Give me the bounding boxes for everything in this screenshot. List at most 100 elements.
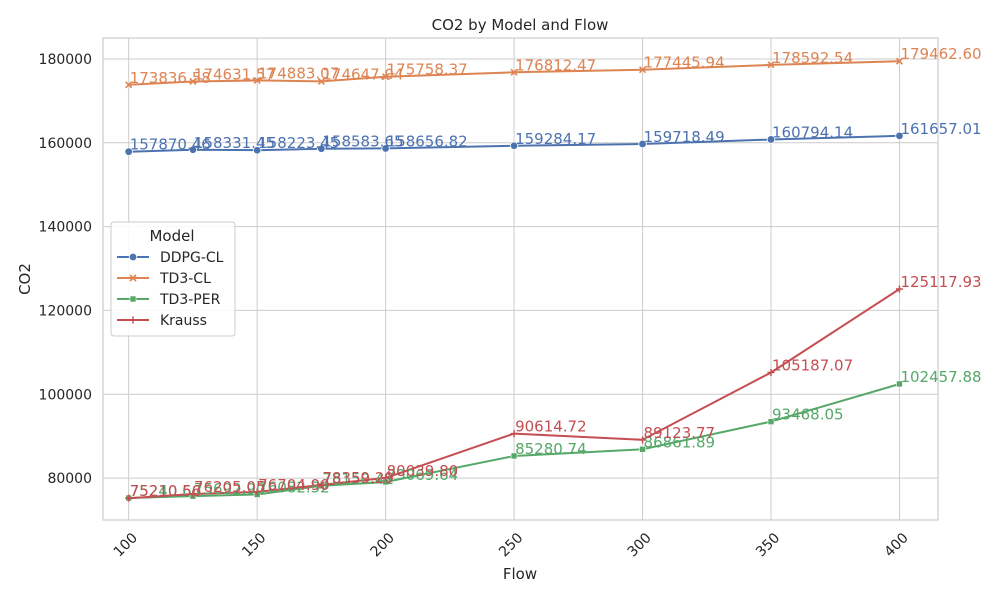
data-labels: 157870.46158331.45158223.45158583.651586…	[130, 45, 982, 500]
y-tick-label: 80000	[47, 471, 92, 487]
point-td3-cl	[767, 61, 775, 69]
data-label-td3-per: 76082.52	[258, 479, 330, 497]
data-label-ddpg-cl: 161657.01	[900, 120, 981, 138]
point-ddpg-cl	[509, 141, 519, 150]
point-krauss	[510, 430, 518, 438]
point-krauss	[317, 481, 325, 489]
point-td3-cl	[189, 77, 197, 86]
legend-marker-td3-per	[129, 295, 137, 303]
data-label-td3-per: 93468.05	[772, 406, 844, 424]
data-label-td3-cl: 176812.47	[515, 56, 596, 74]
x-tick-labels: 100 150 200 250 300 350 400	[111, 530, 912, 560]
point-td3-cl	[895, 57, 904, 65]
data-label-krauss: 75210.56	[130, 482, 202, 500]
data-label-td3-per: 102457.88	[900, 368, 981, 386]
point-td3-cl	[125, 81, 133, 89]
point-td3-cl	[382, 73, 390, 81]
data-label-ddpg-cl: 158583.65	[322, 133, 403, 151]
point-ddpg-cl	[317, 144, 326, 153]
data-label-ddpg-cl: 157870.46	[130, 136, 211, 154]
data-label-td3-cl: 174883.07	[258, 64, 339, 82]
data-label-td3-per: 85280.74	[515, 440, 587, 458]
x-tick-label: 350	[753, 530, 783, 560]
plot-frame	[102, 37, 939, 521]
point-td3-per	[767, 418, 775, 425]
data-label-td3-cl: 175758.37	[387, 61, 468, 79]
data-label-td3-per: 75240.60	[130, 482, 202, 500]
legend-label-td3-per: TD3-PER	[159, 292, 221, 308]
data-label-krauss: 80039.80	[387, 462, 459, 480]
grid	[103, 38, 938, 520]
point-krauss	[125, 494, 133, 502]
data-label-ddpg-cl: 159718.49	[644, 128, 725, 146]
point-krauss	[895, 285, 903, 293]
data-label-td3-cl: 177445.94	[644, 54, 725, 72]
y-axis-label: CO2	[16, 263, 34, 295]
point-ddpg-cl	[638, 139, 647, 149]
data-label-td3-per: 78150.41	[322, 470, 394, 488]
data-label-td3-per: 86861.89	[644, 433, 716, 451]
point-krauss	[767, 369, 775, 377]
data-label-td3-cl: 178592.54	[772, 49, 853, 67]
point-ddpg-cl	[124, 147, 133, 156]
x-axis-label: Flow	[503, 565, 537, 583]
point-td3-per	[510, 452, 518, 460]
data-label-td3-cl: 179462.60	[900, 45, 981, 63]
y-tick-label: 180000	[39, 52, 92, 68]
point-krauss	[189, 490, 197, 498]
x-tick-label: 200	[368, 530, 398, 560]
legend-marker-ddpg-cl	[128, 252, 138, 262]
chart-title: CO2 by Model and Flow	[432, 16, 609, 34]
legend-title: Model	[149, 227, 194, 245]
y-tick-label: 140000	[39, 220, 92, 236]
data-label-td3-cl: 173836.58	[130, 69, 211, 87]
point-krauss	[253, 488, 261, 496]
data-label-krauss: 105187.07	[772, 357, 853, 375]
point-td3-cl	[253, 76, 261, 84]
data-label-krauss: 76704.90	[258, 476, 330, 494]
y-tick-labels: 80000 100000 120000 140000 160000 180000	[39, 52, 92, 487]
y-tick-label: 120000	[39, 303, 92, 319]
point-krauss	[382, 474, 390, 482]
point-ddpg-cl	[895, 131, 904, 141]
data-label-krauss: 89123.77	[644, 424, 716, 442]
point-td3-per	[896, 380, 903, 388]
data-label-ddpg-cl: 158656.82	[387, 132, 468, 150]
data-label-ddpg-cl: 159284.17	[515, 130, 596, 148]
data-label-krauss: 125117.93	[900, 273, 981, 291]
data-label-ddpg-cl: 160794.14	[772, 123, 853, 141]
point-td3-cl	[317, 77, 325, 85]
y-tick-label: 160000	[39, 136, 92, 152]
legend-label-ddpg-cl: DDPG-CL	[160, 250, 224, 266]
legend-marker-td3-cl	[129, 274, 137, 282]
data-label-krauss: 78359.29	[322, 469, 394, 487]
legend-box	[110, 221, 236, 337]
data-label-td3-cl: 174647.04	[322, 65, 403, 83]
data-label-ddpg-cl: 158223.45	[258, 134, 339, 152]
x-tick-label: 150	[239, 530, 269, 560]
x-tick-label: 300	[625, 530, 655, 560]
legend: Model DDPG-CL TD3-CL TD3-PER Krauss	[110, 221, 236, 337]
data-label-krauss: 90614.72	[515, 418, 587, 436]
data-label-td3-per: 75692.90	[194, 480, 266, 498]
series-layer	[124, 57, 904, 502]
point-ddpg-cl	[381, 144, 390, 153]
data-label-td3-cl: 174631.57	[194, 65, 275, 83]
point-krauss	[639, 436, 647, 444]
legend-items: DDPG-CL TD3-CL TD3-PER Krauss	[117, 250, 224, 329]
point-td3-per	[639, 446, 646, 453]
legend-label-td3-cl: TD3-CL	[159, 271, 211, 287]
x-tick-label: 250	[496, 530, 526, 560]
point-td3-cl	[638, 66, 647, 74]
point-ddpg-cl	[188, 145, 198, 154]
legend-marker-krauss	[129, 316, 137, 324]
data-label-ddpg-cl: 158331.45	[194, 134, 275, 152]
legend-label-krauss: Krauss	[160, 313, 207, 329]
x-tick-label: 400	[882, 530, 912, 560]
data-label-krauss: 76205.05	[194, 478, 266, 496]
y-tick-label: 100000	[39, 387, 92, 403]
point-td3-cl	[510, 68, 518, 76]
point-ddpg-cl	[766, 135, 776, 144]
point-ddpg-cl	[252, 146, 262, 155]
